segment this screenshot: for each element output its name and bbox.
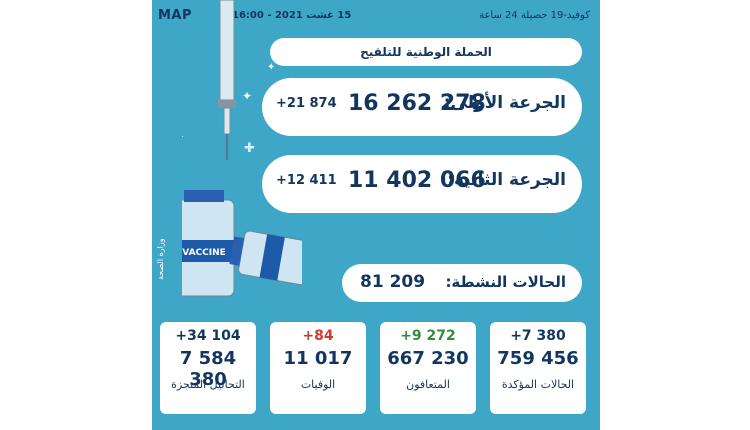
recovered-delta: +9 272 (400, 328, 456, 344)
map-logo: MAP (158, 8, 193, 23)
sparkle-icon: ✦ (182, 132, 184, 143)
second-dose-label: الجرعة الثانية: (447, 170, 566, 190)
first-dose-label: الجرعة الأولى: (443, 93, 566, 113)
deaths-value: 11 017 (283, 348, 353, 369)
syringe-hub-icon (218, 100, 236, 108)
confirmed-value: 759 456 (497, 348, 579, 369)
recovered-label: المتعافون (406, 378, 450, 391)
recovered-card: +9 272 667 230 المتعافون (380, 322, 476, 414)
tests-delta: +34 104 (175, 328, 241, 344)
infographic-panel: MAP 15 غشت 2021 - 16:00 كوفيد-19 حصيلة 2… (152, 0, 600, 430)
top-bar: MAP 15 غشت 2021 - 16:00 كوفيد-19 حصيلة 2… (152, 0, 600, 30)
first-dose-value: 16 262 278 (348, 91, 486, 116)
date-time: 15 غشت 2021 - 16:00 (232, 10, 352, 21)
second-dose-delta: +12 411 (276, 173, 337, 188)
vial-label: VACCINE (182, 248, 226, 258)
second-dose-card: الجرعة الثانية: 11 402 066 +12 411 (262, 155, 582, 213)
active-cases-card: الحالات النشطة: 81 209 (342, 264, 582, 302)
plus-cross-icon: ✚ (244, 141, 255, 156)
campaign-title: الحملة الوطنية للتلقيح (270, 38, 582, 66)
active-cases-value: 81 209 (360, 272, 426, 292)
tests-label: التحاليل المنجزة (171, 378, 245, 391)
tests-card: +34 104 7 584 380 التحاليل المنجزة (160, 322, 256, 414)
syringe-barrel-icon (219, 0, 235, 101)
confirmed-label: الحالات المؤكدة (501, 378, 575, 391)
first-dose-card: الجرعة الأولى: 16 262 278 +21 874 (262, 78, 582, 136)
deaths-label: الوفيات (300, 378, 336, 391)
second-dose-value: 11 402 066 (348, 168, 486, 193)
ministry-label: وزارة الصحة (156, 238, 165, 280)
header-title: كوفيد-19 حصيلة 24 ساعة (479, 10, 590, 21)
active-cases-label: الحالات النشطة: (445, 273, 566, 291)
confirmed-card: +7 380 759 456 الحالات المؤكدة (490, 322, 586, 414)
sparkle-icon: ✦ (267, 62, 275, 73)
tests-value: 7 584 380 (179, 348, 237, 390)
deaths-card: +84 11 017 الوفيات (270, 322, 366, 414)
deaths-delta: +84 (302, 328, 334, 344)
vaccine-illustration: ✦ ✦ ✦ ✚ VACCINE (182, 0, 302, 297)
sparkle-icon: ✦ (242, 89, 252, 103)
first-dose-delta: +21 874 (276, 96, 337, 111)
confirmed-delta: +7 380 (510, 328, 566, 344)
recovered-value: 667 230 (387, 348, 469, 369)
